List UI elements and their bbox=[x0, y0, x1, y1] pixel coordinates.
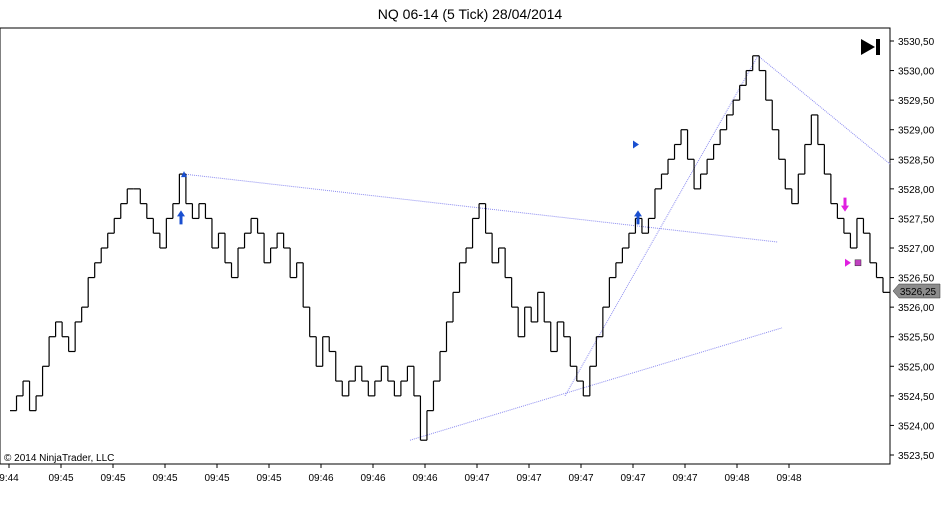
long-entry-arrow bbox=[177, 210, 185, 225]
x-tick-label: 09:45 bbox=[256, 473, 281, 484]
x-tick-label: 09:47 bbox=[620, 473, 645, 484]
x-tick-label: 09:45 bbox=[204, 473, 229, 484]
x-axis: 9:44 09:45 09:45 09:45 09:45 09:45 09:46 09:46 0… bbox=[0, 464, 802, 484]
x-tick-label: 09:46 bbox=[360, 473, 385, 484]
copyright: © 2014 NinjaTrader, LLC bbox=[4, 453, 114, 464]
x-tick-label: 09:46 bbox=[412, 473, 437, 484]
x-tick-label: 09:48 bbox=[776, 473, 801, 484]
trend-line bbox=[757, 55, 891, 165]
y-tick-label: 3528,00 bbox=[898, 185, 935, 196]
y-tick-label: 3527,50 bbox=[898, 214, 935, 225]
plot-area bbox=[0, 27, 891, 465]
x-tick-label: 09:48 bbox=[724, 473, 749, 484]
y-tick-label: 3527,00 bbox=[898, 244, 935, 255]
y-tick-label: 3529,00 bbox=[898, 126, 935, 137]
x-tick-label: 09:47 bbox=[516, 473, 541, 484]
y-tick-label: 3525,00 bbox=[898, 362, 935, 373]
y-tick-label: 3530,00 bbox=[898, 67, 935, 78]
exit-marker bbox=[633, 140, 639, 149]
play-to-end-icon[interactable] bbox=[861, 39, 880, 55]
exit-marker bbox=[845, 258, 851, 267]
price-series bbox=[10, 55, 890, 441]
x-tick-label: 09:45 bbox=[48, 473, 73, 484]
y-tick-label: 3526,50 bbox=[898, 274, 935, 285]
x-tick-label: 9:44 bbox=[0, 473, 19, 484]
y-tick-label: 3525,50 bbox=[898, 333, 935, 344]
x-tick-label: 09:45 bbox=[152, 473, 177, 484]
y-tick-label: 3523,50 bbox=[898, 451, 935, 462]
y-tick-label: 3524,00 bbox=[898, 421, 935, 432]
x-tick-label: 09:47 bbox=[568, 473, 593, 484]
trend-line bbox=[409, 327, 783, 441]
y-tick-label: 3530,50 bbox=[898, 37, 935, 48]
long-entry-arrow bbox=[634, 210, 642, 225]
x-tick-label: 09:47 bbox=[672, 473, 697, 484]
y-tick-label: 3524,50 bbox=[898, 392, 935, 403]
y-tick-label: 3528,50 bbox=[898, 155, 935, 166]
y-tick-label: 3529,50 bbox=[898, 96, 935, 107]
order-marker bbox=[854, 259, 862, 267]
current-price-marker: 3526,25 bbox=[892, 283, 941, 299]
x-tick-label: 09:47 bbox=[464, 473, 489, 484]
chart-title: NQ 06-14 (5 Tick) 28/04/2014 bbox=[378, 6, 563, 22]
trend-lines bbox=[183, 55, 891, 441]
trade-markers bbox=[177, 140, 862, 267]
trend-line bbox=[183, 173, 779, 243]
y-tick-label: 3526,00 bbox=[898, 303, 935, 314]
current-price-label: 3526,25 bbox=[900, 287, 937, 298]
x-tick-label: 09:45 bbox=[100, 473, 125, 484]
exit-marker bbox=[181, 171, 187, 178]
short-entry-arrow bbox=[841, 197, 849, 212]
y-axis: 3523,50 3524,00 3524,50 3525,00 3525,50 3526,… bbox=[890, 37, 935, 462]
x-tick-label: 09:46 bbox=[308, 473, 333, 484]
